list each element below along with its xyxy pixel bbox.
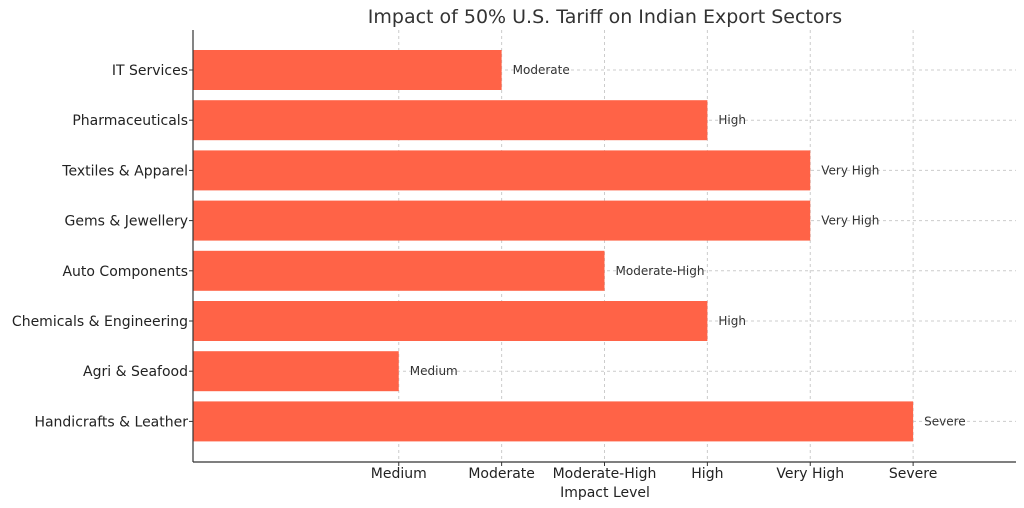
x-tick-label-1: Moderate bbox=[468, 466, 535, 482]
y-tick-label-3: Gems & Jewellery bbox=[65, 214, 188, 230]
x-tick-label-3: High bbox=[691, 466, 723, 482]
x-tick-label-5: Severe bbox=[889, 466, 937, 482]
data-label-1: High bbox=[718, 113, 746, 127]
data-label-0: Moderate bbox=[513, 63, 570, 77]
grid-layer bbox=[193, 30, 1016, 462]
bar-0 bbox=[193, 50, 502, 90]
bar-1 bbox=[193, 100, 708, 141]
y-tick-label-4: Auto Components bbox=[62, 264, 188, 280]
bar-4 bbox=[193, 250, 605, 291]
y-tick-label-2: Textiles & Apparel bbox=[61, 163, 188, 179]
bar-5 bbox=[193, 301, 708, 341]
bar-2 bbox=[193, 150, 811, 191]
bar-6 bbox=[193, 351, 399, 392]
y-tick-label-5: Chemicals & Engineering bbox=[12, 314, 188, 330]
x-tick-label-0: Medium bbox=[371, 466, 427, 482]
chart-title: Impact of 50% U.S. Tariff on Indian Expo… bbox=[368, 6, 842, 28]
data-label-2: Very High bbox=[821, 163, 879, 177]
y-tick-label-7: Handicrafts & Leather bbox=[34, 414, 188, 430]
y-tick-label-6: Agri & Seafood bbox=[83, 364, 188, 380]
data-label-7: Severe bbox=[924, 414, 966, 428]
bar-7 bbox=[193, 401, 914, 442]
x-axis-label: Impact Level bbox=[560, 485, 650, 501]
data-label-4: Moderate-High bbox=[616, 264, 705, 278]
x-tick-label-4: Very High bbox=[776, 466, 844, 482]
bars-layer: Moderate High Very High Very High Moderate-H… bbox=[193, 50, 966, 442]
data-label-6: Medium bbox=[410, 364, 458, 378]
bar-3 bbox=[193, 200, 811, 241]
data-label-3: Very High bbox=[821, 214, 879, 228]
data-label-5: High bbox=[718, 314, 746, 328]
y-tick-label-0: IT Services bbox=[112, 63, 188, 79]
x-tick-label-2: Moderate-High bbox=[553, 466, 657, 482]
ticks-layer: Medium Moderate Moderate-High High Very High… bbox=[12, 63, 937, 482]
y-tick-label-1: Pharmaceuticals bbox=[72, 113, 188, 129]
